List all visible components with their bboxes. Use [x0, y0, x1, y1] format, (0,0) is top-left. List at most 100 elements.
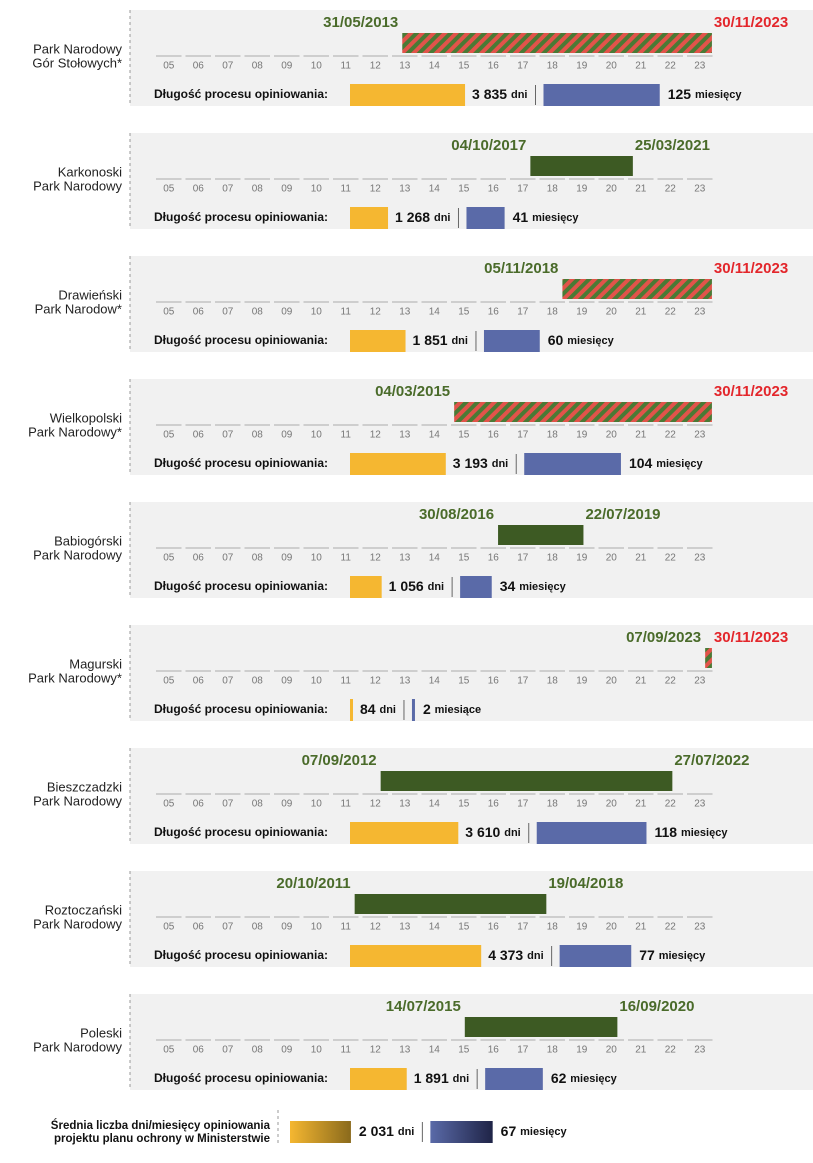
year-label: 21 — [635, 307, 647, 318]
year-label: 05 — [163, 553, 175, 564]
year-label: 09 — [281, 184, 293, 195]
days-text: 3 610 dni — [465, 824, 520, 840]
year-label: 06 — [193, 553, 205, 564]
months-text: 118 miesięcy — [654, 824, 728, 840]
year-label: 22 — [665, 430, 677, 441]
timeline-bar — [562, 279, 712, 299]
year-label: 21 — [635, 676, 647, 687]
timeline-bar — [498, 525, 584, 545]
year-label: 16 — [488, 184, 500, 195]
year-label: 14 — [429, 1045, 441, 1056]
process-label: Długość procesu opiniowania: — [154, 825, 328, 839]
year-label: 14 — [429, 922, 441, 933]
year-label: 21 — [635, 553, 647, 564]
year-label: 13 — [399, 1045, 411, 1056]
year-label: 21 — [635, 922, 647, 933]
year-label: 10 — [311, 307, 323, 318]
year-label: 17 — [517, 676, 529, 687]
park-name: Drawieński — [58, 287, 122, 302]
year-label: 21 — [635, 61, 647, 72]
park-name: Bieszczadzki — [47, 779, 122, 794]
days-text-unit: dni — [511, 89, 528, 101]
days-text-value: 3 610 — [465, 824, 500, 840]
year-label: 11 — [341, 184, 352, 195]
year-label: 20 — [606, 553, 618, 564]
year-label: 10 — [311, 430, 323, 441]
year-label: 22 — [665, 922, 677, 933]
months-bar — [460, 576, 492, 598]
timeline-bar — [705, 648, 712, 668]
months-text-value: 118 — [654, 824, 677, 840]
year-label: 20 — [606, 430, 618, 441]
year-label: 12 — [370, 61, 382, 72]
end-date: 30/11/2023 — [714, 14, 788, 31]
timeline-bar — [530, 156, 633, 176]
months-text-unit: miesięcy — [659, 950, 706, 962]
year-label: 15 — [458, 184, 470, 195]
park-name: Park Narodowy* — [28, 424, 122, 439]
year-label: 20 — [606, 676, 618, 687]
year-label: 07 — [222, 61, 234, 72]
days-text-value: 84 — [360, 701, 376, 717]
year-label: 19 — [576, 61, 588, 72]
year-label: 08 — [252, 799, 264, 810]
park-name: Park Narodowy — [33, 178, 122, 193]
park-name: Wielkopolski — [50, 410, 122, 425]
days-bar — [350, 699, 353, 721]
year-label: 07 — [222, 799, 234, 810]
start-date: 31/05/2013 — [323, 14, 398, 31]
months-bar — [559, 945, 632, 967]
average-label: Średnia liczba dni/miesięcy opiniowania — [51, 1119, 271, 1132]
months-bar — [485, 1068, 543, 1090]
months-text: 34 miesięcy — [500, 578, 567, 594]
year-label: 10 — [311, 799, 323, 810]
start-date: 04/10/2017 — [451, 137, 526, 154]
year-label: 20 — [606, 1045, 618, 1056]
months-text-unit: miesięcy — [519, 581, 566, 593]
year-label: 13 — [399, 61, 411, 72]
days-bar — [350, 576, 382, 598]
end-date: 30/11/2023 — [714, 383, 788, 400]
days-text-unit: dni — [451, 335, 468, 347]
months-text: 41 miesięcy — [513, 209, 580, 225]
year-label: 05 — [163, 799, 175, 810]
months-text-value: 60 — [548, 332, 564, 348]
year-label: 07 — [222, 307, 234, 318]
months-text: 60 miesięcy — [548, 332, 615, 348]
days-text-unit: dni — [492, 458, 509, 470]
park-name: Karkonoski — [58, 164, 122, 179]
year-label: 13 — [399, 553, 411, 564]
year-label: 20 — [606, 61, 618, 72]
year-label: 17 — [517, 799, 529, 810]
year-label: 15 — [458, 799, 470, 810]
year-label: 05 — [163, 1045, 175, 1056]
months-text-unit: miesięcy — [532, 212, 579, 224]
months-text-value: 2 — [423, 701, 431, 717]
year-label: 14 — [429, 430, 441, 441]
days-bar — [350, 207, 389, 229]
year-label: 09 — [281, 799, 293, 810]
year-label: 07 — [222, 430, 234, 441]
year-label: 09 — [281, 553, 293, 564]
days-text-unit: dni — [379, 704, 396, 716]
year-label: 18 — [547, 676, 559, 687]
end-date: 30/11/2023 — [714, 629, 788, 646]
year-label: 22 — [665, 799, 677, 810]
park-name: Magurski — [69, 656, 122, 671]
year-label: 08 — [252, 922, 264, 933]
park-name: Babiogórski — [54, 533, 122, 548]
year-label: 07 — [222, 1045, 234, 1056]
year-label: 17 — [517, 553, 529, 564]
days-text: 1 851 dni — [413, 332, 468, 348]
year-label: 12 — [370, 1045, 382, 1056]
year-label: 18 — [547, 553, 559, 564]
average-days-bar — [290, 1121, 351, 1143]
year-label: 22 — [665, 184, 677, 195]
months-text-unit: miesięcy — [570, 1073, 617, 1085]
year-label: 14 — [429, 553, 441, 564]
year-label: 21 — [635, 1045, 647, 1056]
year-label: 16 — [488, 553, 500, 564]
months-text-unit: miesiące — [435, 704, 481, 716]
year-label: 11 — [341, 61, 352, 72]
months-text: 2 miesiące — [423, 701, 481, 717]
